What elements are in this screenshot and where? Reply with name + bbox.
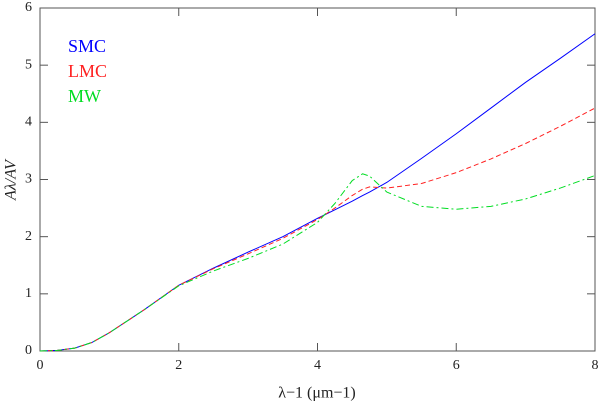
y-tick-label: 6 — [25, 0, 32, 15]
legend-entry: MW — [68, 86, 101, 106]
x-tick-label: 2 — [175, 358, 182, 373]
x-tick-label: 8 — [592, 358, 599, 373]
y-tick-label: 0 — [25, 343, 32, 358]
legend-entry: LMC — [68, 61, 107, 81]
y-tick-label: 4 — [25, 115, 32, 130]
y-tick-label: 5 — [25, 57, 32, 72]
x-tick-label: 4 — [314, 358, 321, 373]
line-series — [39, 107, 596, 352]
y-tick-label: 2 — [25, 229, 32, 244]
y-tick-label: 3 — [25, 172, 32, 187]
x-axis-label: λ−1 (μm−1) — [278, 385, 355, 402]
y-tick-label: 1 — [25, 286, 32, 301]
y-axis-label: Aλ/AV — [3, 158, 20, 201]
plot-frame — [39, 7, 596, 352]
line-series — [39, 33, 596, 352]
line-series — [39, 173, 596, 352]
x-tick-label: 6 — [453, 358, 460, 373]
x-tick-label: 0 — [37, 358, 44, 373]
legend-entry: SMC — [68, 36, 106, 56]
